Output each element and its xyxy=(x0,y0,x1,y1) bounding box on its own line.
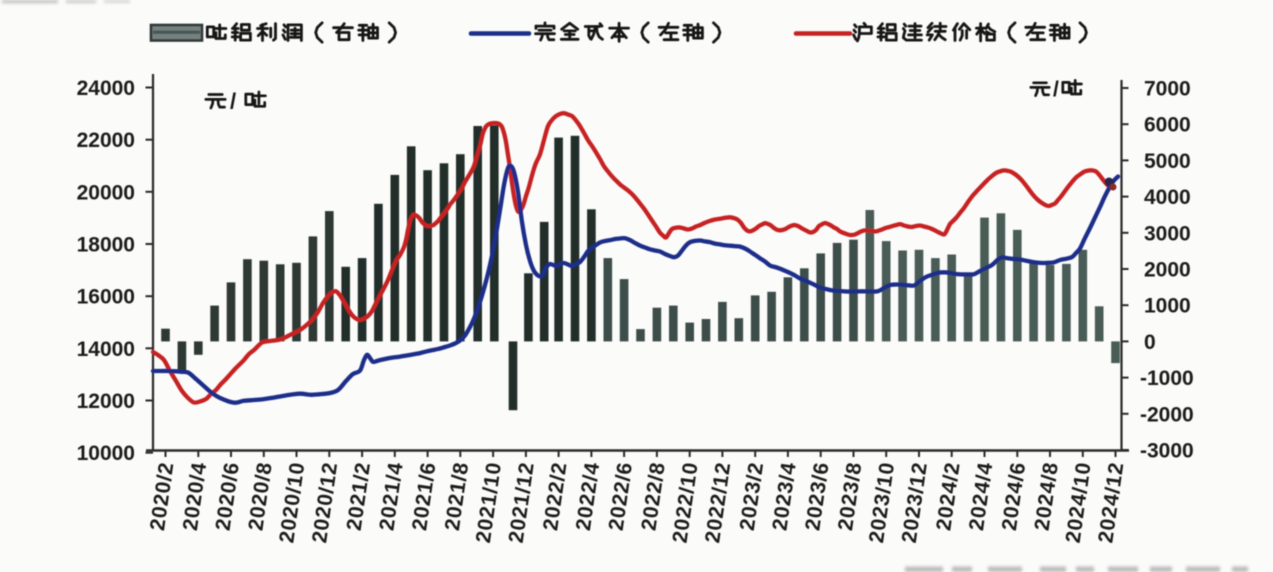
svg-text:22000: 22000 xyxy=(77,129,135,152)
svg-text:16000: 16000 xyxy=(77,286,135,309)
svg-text:2000: 2000 xyxy=(1144,259,1191,282)
svg-text:24000: 24000 xyxy=(77,77,135,100)
svg-text:14000: 14000 xyxy=(77,338,135,361)
svg-text:5000: 5000 xyxy=(1144,150,1191,173)
svg-text:/: / xyxy=(230,89,236,114)
svg-text:-1000: -1000 xyxy=(1140,367,1194,390)
svg-text:3000: 3000 xyxy=(1144,222,1191,245)
svg-text:10000: 10000 xyxy=(77,442,135,465)
svg-text:6000: 6000 xyxy=(1144,114,1191,137)
svg-text:/: / xyxy=(1053,78,1059,101)
svg-text:20000: 20000 xyxy=(77,181,135,204)
svg-text:4000: 4000 xyxy=(1144,186,1191,209)
svg-text:7000: 7000 xyxy=(1144,78,1191,101)
svg-text:12000: 12000 xyxy=(77,390,135,413)
svg-text:-2000: -2000 xyxy=(1140,403,1194,426)
svg-text:18000: 18000 xyxy=(77,234,135,257)
svg-text:1000: 1000 xyxy=(1144,295,1191,318)
svg-text:0: 0 xyxy=(1144,331,1156,354)
svg-text:-3000: -3000 xyxy=(1140,440,1194,463)
